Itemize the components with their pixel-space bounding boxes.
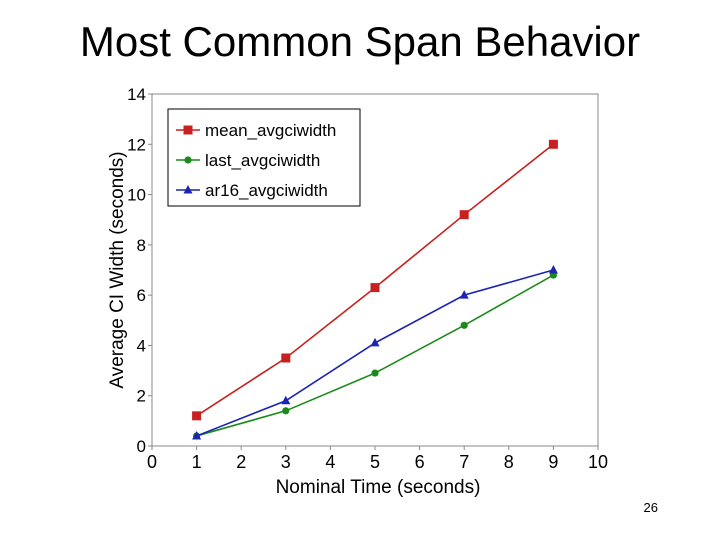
x-tick-label: 7 [459,452,469,472]
x-tick-label: 10 [588,452,608,472]
y-tick-label: 8 [137,236,146,255]
y-tick-label: 6 [137,286,146,305]
legend-label-last_avgciwidth: last_avgciwidth [205,151,320,170]
legend: mean_avgciwidth last_avgciwidth ar16_avgci… [167,108,361,207]
legend-marker-ar16_avgciwidth [183,185,193,194]
x-tick-label: 6 [415,452,425,472]
legend-marker-last_avgciwidth [184,156,192,164]
data-point-mean_avgciwidth [281,353,291,363]
series-last_avgciwidth [193,271,558,440]
data-point-last_avgciwidth [460,321,468,329]
x-tick-label: 5 [370,452,380,472]
series-mean_avgciwidth [192,139,558,421]
x-tick-label: 0 [147,452,157,472]
x-tick-label: 3 [281,452,291,472]
x-tick-label: 8 [504,452,514,472]
x-tick-label: 9 [548,452,558,472]
y-tick-label: 4 [137,336,146,355]
data-point-ar16_avgciwidth [370,337,380,347]
series-line-ar16_avgciwidth [196,269,554,437]
series-ar16_avgciwidth [192,265,558,440]
series-line-last_avgciwidth [196,274,554,437]
x-tick-label: 1 [192,452,202,472]
data-point-ar16_avgciwidth [192,430,202,440]
x-axis-label: Nominal Time (seconds) [276,477,481,498]
series-group [192,139,558,440]
data-point-mean_avgciwidth [459,210,469,220]
data-point-ar16_avgciwidth [281,395,291,405]
y-tick-label: 14 [127,85,146,104]
data-point-ar16_avgciwidth [548,265,558,274]
x-tick-labels: 0 1 2 3 4 5 6 7 8 9 10 [147,452,608,472]
y-tick-label: 2 [137,387,146,406]
y-tick-label: 12 [127,135,146,154]
data-point-last_avgciwidth [282,407,290,415]
legend-label-mean_avgciwidth: mean_avgciwidth [205,121,336,140]
y-tick-label: 0 [137,437,146,456]
legend-label-ar16_avgciwidth: ar16_avgciwidth [205,181,328,200]
page-number: 26 [643,500,658,515]
data-point-last_avgciwidth [371,369,379,377]
legend-marker-mean_avgciwidth [183,125,193,135]
data-point-ar16_avgciwidth [459,290,469,299]
x-tick-label: 4 [325,452,335,472]
slide-title: Most Common Span Behavior [79,18,641,65]
data-point-mean_avgciwidth [192,411,202,421]
tick-marks [148,93,599,450]
data-point-mean_avgciwidth [370,283,380,293]
y-tick-labels: 0 2 4 6 8 10 12 14 [127,85,146,456]
y-axis-label: Average CI Width (seconds) [107,151,128,388]
y-tick-label: 10 [127,186,146,205]
x-tick-label: 2 [236,452,246,472]
data-point-mean_avgciwidth [548,139,558,149]
